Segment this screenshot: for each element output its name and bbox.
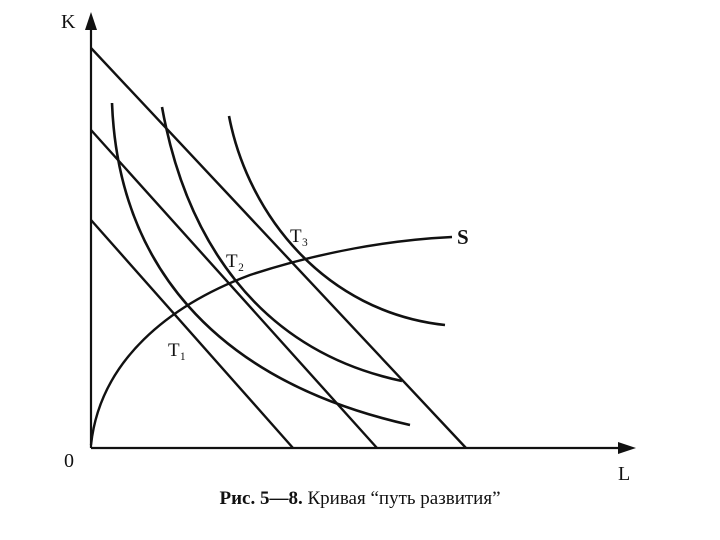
point-label-t1: T₁	[168, 340, 186, 361]
y-axis-arrow	[85, 12, 97, 30]
isocost-line-2	[90, 129, 378, 449]
isoquants	[110, 102, 446, 427]
isocost-lines	[90, 47, 467, 449]
point-label-t2: T₂	[226, 251, 244, 272]
origin-label: 0	[64, 450, 74, 472]
caption-number: Рис. 5—8.	[219, 488, 303, 509]
isoquant-1	[110, 102, 411, 427]
y-axis-label: K	[61, 11, 76, 33]
figure-caption: Рис. 5—8. Кривая “путь развития”	[0, 488, 720, 510]
caption-text: Кривая “путь развития”	[307, 488, 501, 509]
axes	[85, 12, 636, 454]
x-axis-label: L	[618, 463, 630, 485]
x-axis-arrow	[618, 442, 636, 454]
point-label-t3: T₃	[290, 226, 308, 247]
expansion-path-curve	[89, 235, 453, 446]
curve-label-s: S	[457, 225, 469, 249]
isocost-line-3	[90, 47, 467, 449]
isocost-line-1	[90, 219, 294, 449]
isoquant-3	[227, 115, 446, 327]
